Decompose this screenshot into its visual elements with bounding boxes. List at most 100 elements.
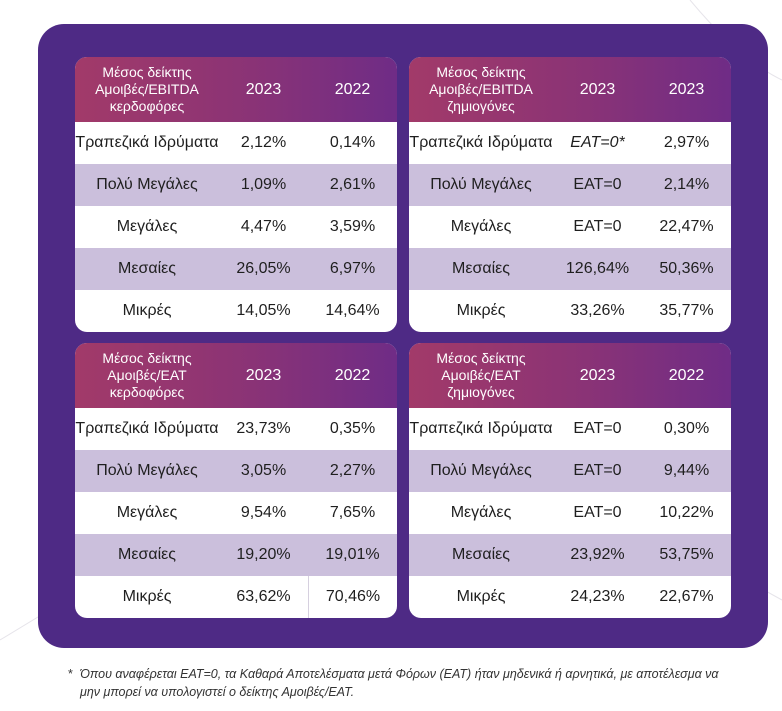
row-value-2023-b: 35,77% (659, 302, 714, 319)
table-row: Πολύ Μεγάλες 1,09% 2,61% (75, 164, 397, 206)
row-label: Μεσαίες (118, 546, 176, 563)
header-year-1: 2023 (245, 366, 282, 384)
row-label: Μεγάλες (116, 218, 178, 235)
row-value-2023-b: 2,14% (663, 176, 710, 193)
row-label: Πολύ Μεγάλες (430, 462, 532, 479)
table-row: Μεσαίες 26,05% 6,97% (75, 248, 397, 290)
table-row: Μεσαίες 126,64% 50,36% (409, 248, 731, 290)
row-value-2023: EAT=0 (573, 218, 622, 235)
row-value-2023-b: 50,36% (659, 260, 714, 277)
row-value-2022: 2,61% (329, 176, 376, 193)
table-row: Μεγάλες 4,47% 3,59% (75, 206, 397, 248)
table-row: Τραπεζικά Ιδρύματα EAT=0 0,30% (409, 408, 731, 450)
row-value-2023: 3,05% (240, 462, 287, 479)
row-value-2023-b: 2,97% (663, 134, 710, 151)
row-label: Μεγάλες (116, 504, 178, 521)
footnote-marker: * (68, 667, 73, 681)
row-value-2022: 10,22% (659, 504, 714, 521)
table-row: Μικρές 33,26% 35,77% (409, 290, 731, 332)
row-label: Τραπεζικά Ιδρύματα (409, 134, 553, 151)
table-row: Μικρές 14,05% 14,64% (75, 290, 397, 332)
row-value-2023: EAT=0 (573, 420, 622, 437)
table-header: Μέσος δείκτης Αμοιβές/EAT κερδοφόρες 202… (75, 343, 397, 408)
table-row: Πολύ Μεγάλες EAT=0 2,14% (409, 164, 731, 206)
row-label: Πολύ Μεγάλες (96, 462, 198, 479)
header-year-2: 2022 (334, 366, 371, 384)
row-label: Μεγάλες (450, 218, 512, 235)
row-value-2023: EAT=0 (573, 176, 622, 193)
row-label: Τραπεζικά Ιδρύματα (75, 134, 219, 151)
row-value-2023: 4,47% (240, 218, 287, 235)
row-value-2023: 9,54% (240, 504, 287, 521)
row-label: Πολύ Μεγάλες (96, 176, 198, 193)
table-header: Μέσος δείκτης Αμοιβές/EBITDA ζημιογόνες … (409, 57, 731, 122)
row-value-2023: 23,92% (570, 546, 625, 563)
table-row: Πολύ Μεγάλες 3,05% 2,27% (75, 450, 397, 492)
row-value-2023: 2,12% (240, 134, 287, 151)
table-row: Τραπεζικά Ιδρύματα 23,73% 0,35% (75, 408, 397, 450)
row-label: Μικρές (122, 302, 172, 319)
header-year-2: 2023 (668, 80, 705, 98)
row-label: Μεγάλες (450, 504, 512, 521)
row-value-2022: 9,44% (663, 462, 710, 479)
table-header: Μέσος δείκτης Αμοιβές/EAT ζημιογόνες 202… (409, 343, 731, 408)
row-value-2023: 33,26% (570, 302, 625, 319)
table-row: Μεσαίες 23,92% 53,75% (409, 534, 731, 576)
header-year-2: 2022 (668, 366, 705, 384)
row-label: Μικρές (456, 302, 506, 319)
table-row: Μικρές 63,62% 70,46% (75, 576, 397, 618)
row-value-2022: 22,67% (659, 588, 714, 605)
row-value-2023: 26,05% (236, 260, 291, 277)
row-value-2023: EAT=0 (573, 462, 622, 479)
row-value-2022: 14,64% (325, 302, 380, 319)
row-value-2022: 0,30% (663, 420, 710, 437)
row-value-2022: 53,75% (659, 546, 714, 563)
row-value-2023-b: 22,47% (659, 218, 714, 235)
row-value-2023: 24,23% (570, 588, 625, 605)
row-value-2022: 0,35% (329, 420, 376, 437)
header-year-2: 2022 (334, 80, 371, 98)
row-value-2023: 126,64% (565, 260, 630, 277)
row-value-2023: 14,05% (236, 302, 291, 319)
table-header: Μέσος δείκτης Αμοιβές/EBITDA κερδοφόρες … (75, 57, 397, 122)
row-value-2022: 2,27% (329, 462, 376, 479)
table-row: Τραπεζικά Ιδρύματα 2,12% 0,14% (75, 122, 397, 164)
row-value-2022: 6,97% (329, 260, 376, 277)
header-year-1: 2023 (245, 80, 282, 98)
row-value-2022: 70,46% (308, 576, 397, 618)
table-ebitda-profitable: Μέσος δείκτης Αμοιβές/EBITDA κερδοφόρες … (75, 57, 397, 332)
row-label: Πολύ Μεγάλες (430, 176, 532, 193)
row-label: Τραπεζικά Ιδρύματα (75, 420, 219, 437)
header-title: Μέσος δείκτης Αμοιβές/EBITDA κερδοφόρες (95, 64, 199, 114)
row-value-2023: 63,62% (236, 588, 291, 605)
row-label: Μικρές (122, 588, 172, 605)
header-year-1: 2023 (579, 366, 616, 384)
table-row: Μεγάλες EAT=0 10,22% (409, 492, 731, 534)
row-label: Μικρές (456, 588, 506, 605)
row-label: Μεσαίες (452, 260, 510, 277)
header-title: Μέσος δείκτης Αμοιβές/EAT ζημιογόνες (436, 350, 526, 400)
row-value-2022: 0,14% (329, 134, 376, 151)
row-value-2022: 7,65% (329, 504, 376, 521)
header-title: Μέσος δείκτης Αμοιβές/EAT κερδοφόρες (102, 350, 192, 400)
row-label: Μεσαίες (118, 260, 176, 277)
header-title: Μέσος δείκτης Αμοιβές/EBITDA ζημιογόνες (429, 64, 533, 114)
table-row: Μεγάλες EAT=0 22,47% (409, 206, 731, 248)
table-row: Μεγάλες 9,54% 7,65% (75, 492, 397, 534)
row-value-2023: EAT=0* (570, 134, 625, 151)
table-ebitda-loss-making: Μέσος δείκτης Αμοιβές/EBITDA ζημιογόνες … (409, 57, 731, 332)
table-eat-loss-making: Μέσος δείκτης Αμοιβές/EAT ζημιογόνες 202… (409, 343, 731, 618)
table-row: Τραπεζικά Ιδρύματα EAT=0* 2,97% (409, 122, 731, 164)
footnote-text: Όπου αναφέρεται EAT=0, τα Καθαρά Αποτελέ… (80, 667, 719, 699)
row-value-2023: 19,20% (236, 546, 291, 563)
row-value-2023: 1,09% (240, 176, 287, 193)
table-eat-profitable: Μέσος δείκτης Αμοιβές/EAT κερδοφόρες 202… (75, 343, 397, 618)
footnote: * Όπου αναφέρεται EAT=0, τα Καθαρά Αποτε… (68, 665, 740, 701)
row-label: Μεσαίες (452, 546, 510, 563)
row-value-2023: EAT=0 (573, 504, 622, 521)
row-label: Τραπεζικά Ιδρύματα (409, 420, 553, 437)
row-value-2022: 19,01% (325, 546, 380, 563)
table-row: Μικρές 24,23% 22,67% (409, 576, 731, 618)
table-row: Μεσαίες 19,20% 19,01% (75, 534, 397, 576)
row-value-2023: 23,73% (236, 420, 291, 437)
